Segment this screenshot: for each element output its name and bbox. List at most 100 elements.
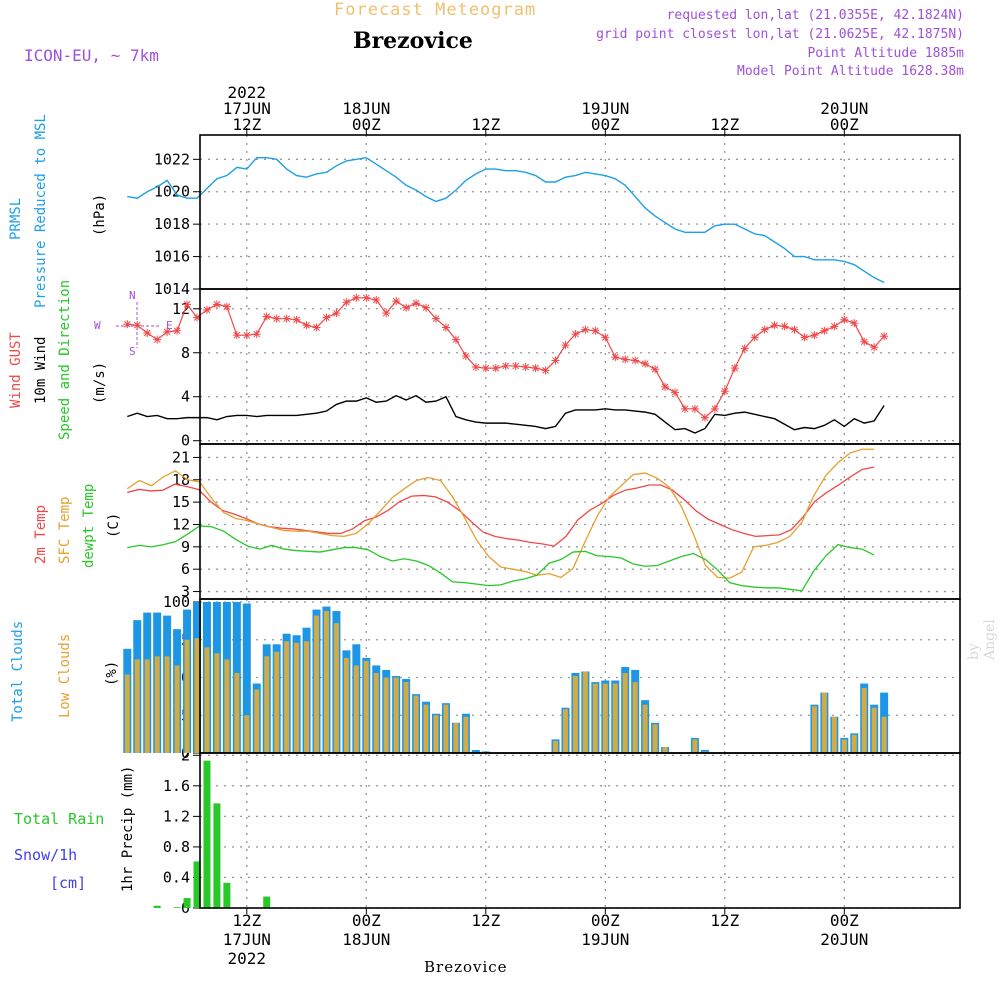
- low-cloud-bar: [204, 647, 210, 753]
- gust-point: [163, 327, 172, 336]
- gust-point: [372, 295, 381, 304]
- model-altitude: Model Point Altitude 1628.38m: [737, 64, 964, 79]
- gust-point: [571, 330, 580, 339]
- precip-ytick-label: 0.4: [163, 868, 190, 886]
- gust-point: [740, 344, 749, 353]
- top-time-label: 19JUN: [581, 99, 629, 118]
- gust-point: [621, 355, 630, 364]
- low-cloud-bar: [861, 688, 867, 753]
- low-cloud-bar: [662, 746, 668, 753]
- low-cloud-bar: [314, 615, 320, 753]
- top-time-label: 00Z: [591, 115, 620, 134]
- rain-bar: [153, 905, 161, 908]
- low-cloud-bar: [333, 623, 339, 753]
- temp-ytick-label: 3: [181, 583, 190, 601]
- low-cloud-bar: [134, 659, 140, 753]
- low-cloud-bar: [652, 724, 658, 753]
- top-time-label: 20JUN: [820, 99, 868, 118]
- low-cloud-bar: [622, 672, 628, 753]
- gust-point: [760, 325, 769, 334]
- gust-point: [153, 335, 162, 344]
- gust-point: [790, 325, 799, 334]
- requested-coords: requested lon,lat (21.0355E, 42.1824N): [666, 8, 964, 23]
- low-cloud-bar: [841, 739, 847, 753]
- gust-point: [770, 321, 779, 330]
- low-cloud-bar: [304, 641, 310, 753]
- low-cloud-bar: [373, 672, 379, 753]
- gust-point: [631, 356, 640, 365]
- gust-point: [601, 333, 610, 342]
- gust-point: [143, 328, 152, 337]
- rain-bar: [203, 760, 211, 908]
- low-cloud-bar: [602, 683, 608, 753]
- low-cloud-bar: [612, 683, 618, 753]
- low-cloud-bar: [463, 716, 469, 753]
- pressure-series-line: [127, 156, 885, 284]
- precip-frame: [199, 752, 961, 909]
- low-cloud-bar: [831, 716, 837, 753]
- gust-point: [720, 387, 729, 396]
- gust-point: [541, 366, 550, 375]
- gust-point: [322, 313, 331, 322]
- bottom-time-label: 00Z: [591, 911, 620, 930]
- low-cloud-bar: [214, 653, 220, 753]
- low-cloud-bar: [553, 740, 559, 753]
- gust-point: [451, 335, 460, 344]
- low-cloud-bar: [572, 676, 578, 753]
- low-cloud-bar: [881, 716, 887, 753]
- total-cloud-bar: [242, 603, 251, 753]
- gust-point: [521, 363, 530, 372]
- low-cloud-bar: [244, 715, 250, 753]
- low-cloud-bar: [234, 672, 240, 753]
- low-cloud-bar: [164, 656, 170, 753]
- gust-point: [302, 321, 311, 330]
- low-cloud-bar: [393, 677, 399, 753]
- rain-bar: [213, 803, 221, 908]
- precip-ytick-label: 1.6: [163, 777, 190, 795]
- low-cloud-bar: [592, 683, 598, 753]
- gust-point: [262, 312, 271, 321]
- gust-point: [690, 404, 699, 413]
- footer-location: Brezovice: [424, 958, 508, 976]
- gust-point: [461, 352, 470, 361]
- bottom-time-label: 00Z: [352, 911, 381, 930]
- compass-s: S: [129, 345, 136, 358]
- gust-point: [332, 309, 341, 318]
- low-cloud-bar: [224, 659, 230, 753]
- gust-point: [183, 300, 192, 309]
- gust-point: [680, 404, 689, 413]
- low-cloud-bar: [642, 704, 648, 753]
- precip-plot-area: [200, 753, 960, 908]
- clouds-ytick-label: 100: [163, 593, 190, 611]
- gust-point: [362, 293, 371, 302]
- low-cloud-bar: [254, 689, 260, 753]
- model-label: ICON-EU, ~ 7km: [24, 46, 159, 65]
- low-cloud-bar: [692, 739, 698, 753]
- rain-legend: Total Rain: [14, 810, 105, 828]
- low-cloud-bar: [821, 692, 827, 753]
- top-time-label: 00Z: [352, 115, 381, 134]
- gust-point: [700, 413, 709, 422]
- low-cloud-bar: [811, 706, 817, 753]
- low-cloud-bar: [562, 709, 568, 753]
- gust-point: [123, 320, 132, 329]
- low-cloud-bar: [353, 665, 359, 753]
- gust-point: [840, 315, 849, 324]
- temp-series-0-line: [127, 466, 875, 547]
- gust-point: [730, 364, 739, 373]
- top-time-label: 12Z: [471, 115, 500, 134]
- low-cloud-bar: [284, 641, 290, 753]
- gust-point: [671, 388, 680, 397]
- pressure-ytick-label: 1018: [154, 215, 190, 233]
- gust-point: [222, 302, 231, 311]
- gust-point: [501, 361, 510, 370]
- low-cloud-bar: [144, 659, 150, 753]
- gust-point: [750, 333, 759, 342]
- gust-point: [850, 319, 859, 328]
- gust-point: [591, 326, 600, 335]
- low-cloud-bar: [184, 639, 190, 753]
- rain-bar: [183, 898, 191, 908]
- gust-point: [441, 323, 450, 332]
- gust-point: [422, 303, 431, 312]
